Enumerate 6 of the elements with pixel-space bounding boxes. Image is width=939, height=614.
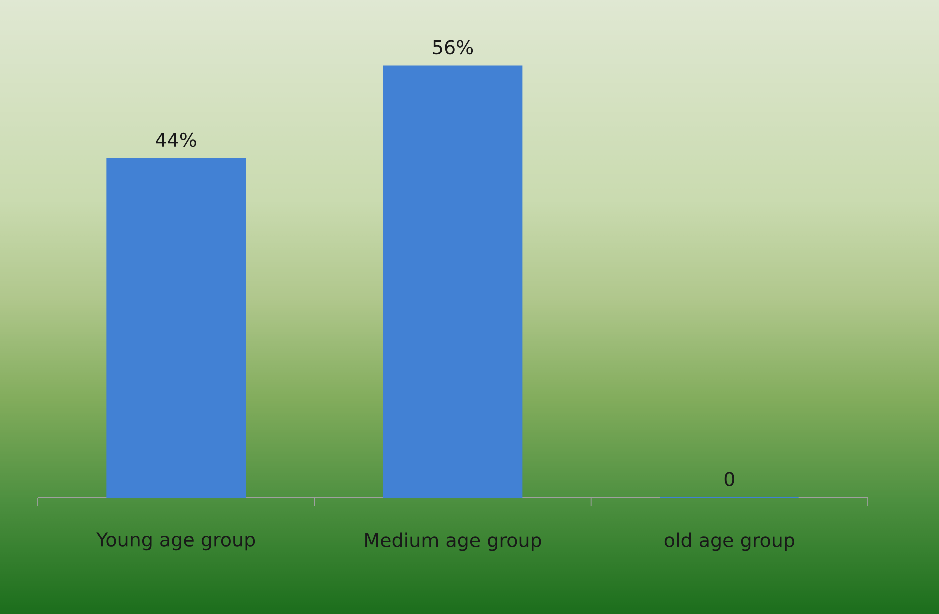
data-label: 44% [156,132,196,148]
x-tick-label: Young age group [96,532,256,551]
x-tick-label: Medium age group [366,532,542,552]
x-tick-label: old age group [664,532,794,552]
data-label: 0 [724,472,734,486]
data-label: 56% [433,40,474,55]
